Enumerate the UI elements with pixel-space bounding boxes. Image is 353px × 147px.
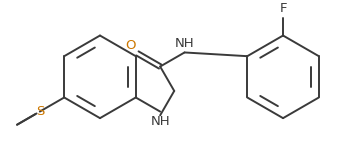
Text: O: O [125,39,136,52]
Text: NH: NH [150,115,170,128]
Text: S: S [36,105,44,118]
Text: NH: NH [175,37,195,50]
Text: F: F [279,2,287,15]
